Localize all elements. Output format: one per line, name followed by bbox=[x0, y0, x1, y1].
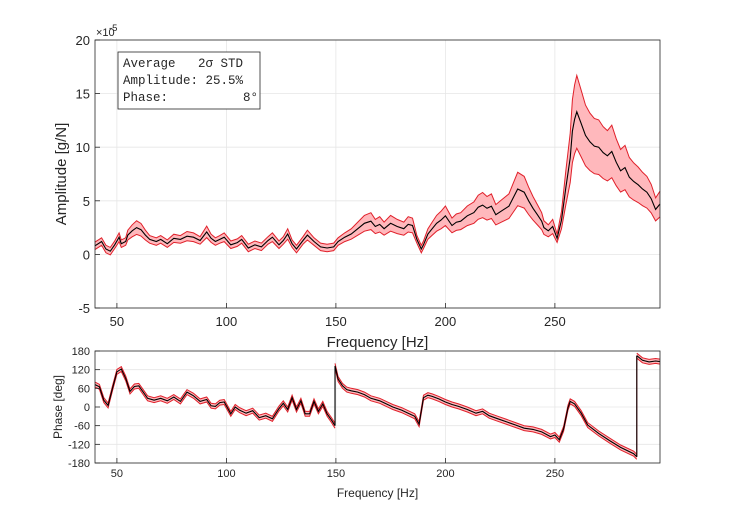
amplitude-std-band bbox=[94, 73, 661, 256]
x-tick-label: 50 bbox=[110, 314, 124, 329]
phase-x-label: Frequency [Hz] bbox=[337, 486, 418, 500]
phase-ticks: 50 100 150 200 250 -180 -120 -60 0 60 120 180 bbox=[68, 346, 564, 480]
average-phase-line bbox=[636, 355, 661, 363]
legend-line-2: Amplitude: 25.5% bbox=[123, 74, 244, 88]
std-band-area bbox=[95, 75, 660, 255]
phase-std-lower-line bbox=[334, 368, 638, 460]
phase-std-upper-line bbox=[636, 352, 661, 360]
y-tick-label: -60 bbox=[74, 421, 90, 433]
y-exponent-power: -5 bbox=[109, 23, 117, 34]
y-tick-label: 60 bbox=[78, 383, 90, 395]
y-tick-label: -5 bbox=[78, 301, 90, 316]
y-tick-label: 5 bbox=[83, 194, 90, 209]
amplitude-axes-box bbox=[94, 39, 661, 309]
x-tick-label: 100 bbox=[216, 314, 238, 329]
average-phase-line bbox=[94, 368, 336, 426]
phase-std-upper-line bbox=[94, 365, 336, 424]
amplitude-x-label: Frequency [Hz] bbox=[327, 334, 429, 351]
average-phase-line bbox=[334, 365, 638, 458]
y-tick-label: -180 bbox=[68, 458, 90, 470]
x-tick-label: 250 bbox=[544, 314, 566, 329]
amplitude-y-label: Amplitude [g/N] bbox=[53, 123, 70, 226]
y-exponent-label: ×10 bbox=[96, 27, 115, 39]
legend-line-1: Average 2σ STD bbox=[123, 57, 243, 71]
y-tick-label: 180 bbox=[72, 346, 90, 358]
std-lower-line bbox=[94, 146, 661, 256]
x-tick-label: 150 bbox=[325, 314, 347, 329]
legend-box: Average 2σ STD Amplitude: 25.5% Phase: 8… bbox=[117, 51, 261, 110]
y-tick-label: -120 bbox=[68, 439, 90, 451]
y-tick-label: 15 bbox=[76, 87, 90, 102]
x-tick-label: 200 bbox=[436, 468, 454, 480]
phase-y-label: Phase [deg] bbox=[51, 375, 65, 439]
x-tick-label: 250 bbox=[546, 468, 564, 480]
y-tick-label: 10 bbox=[76, 140, 90, 155]
legend-line-3: Phase: 8° bbox=[123, 91, 258, 105]
average-amplitude-line bbox=[94, 110, 661, 252]
phase-series bbox=[94, 355, 661, 458]
x-tick-label: 200 bbox=[435, 314, 457, 329]
std-upper-line bbox=[94, 73, 661, 249]
phase-std-lower-line bbox=[636, 357, 661, 365]
phase-std-lower-line bbox=[94, 370, 336, 429]
x-tick-label: 150 bbox=[327, 468, 345, 480]
y-tick-label: 0 bbox=[84, 402, 90, 414]
x-tick-label: 100 bbox=[217, 468, 235, 480]
phase-std-upper-line bbox=[334, 363, 638, 455]
y-tick-label: 120 bbox=[72, 365, 90, 377]
y-tick-label: 0 bbox=[83, 247, 90, 262]
x-tick-label: 50 bbox=[111, 468, 123, 480]
y-tick-label: 20 bbox=[76, 33, 90, 48]
amplitude-series bbox=[94, 110, 661, 252]
amplitude-ticks: 50 100 150 200 250 -5 0 5 10 15 20 bbox=[76, 33, 566, 329]
